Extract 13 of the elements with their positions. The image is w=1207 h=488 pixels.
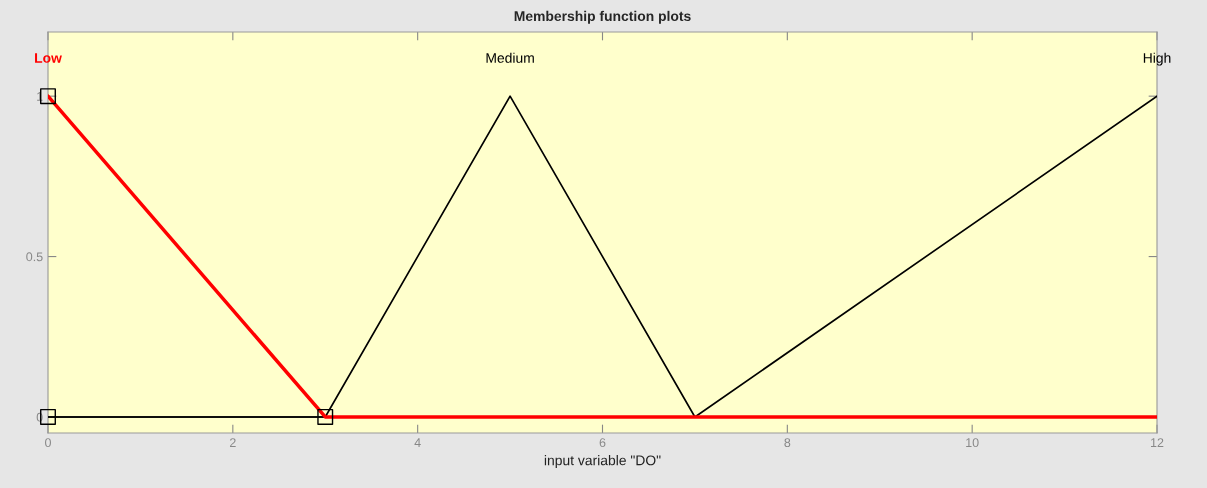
x-tick-label: 12: [1151, 438, 1164, 447]
x-tick-label: 4: [414, 438, 421, 447]
x-tick-label: 8: [784, 438, 791, 448]
text: Low: [35, 53, 62, 63]
text: High: [1143, 52, 1171, 66]
x-tick-label: 0: [45, 438, 51, 448]
x-tick-label: 6: [599, 438, 606, 448]
x-tick-label: 2: [229, 438, 236, 447]
chart-title: Membership function plots: [514, 10, 691, 24]
text: Medium: [486, 52, 534, 63]
y-tick-label: 0.5: [26, 252, 43, 262]
x-tick-label: 10: [966, 438, 979, 448]
x-axis-title: input variable "DO": [544, 455, 661, 469]
